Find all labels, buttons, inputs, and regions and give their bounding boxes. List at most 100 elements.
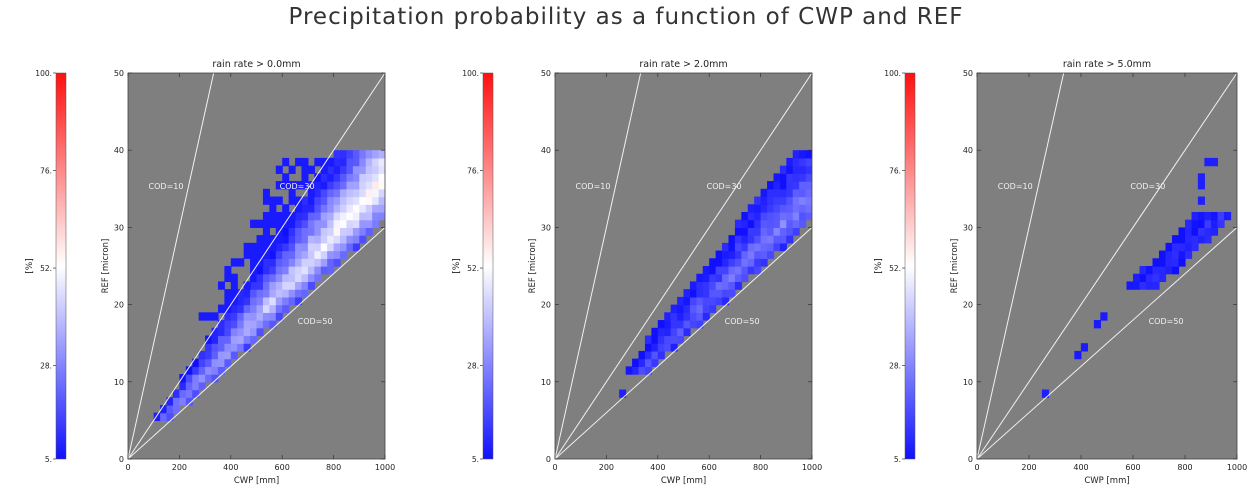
heatmap-cell xyxy=(250,312,258,321)
colorbar xyxy=(55,72,67,460)
heatmap-cell xyxy=(799,157,807,167)
heatmap-cell xyxy=(799,188,807,198)
heatmap-cell xyxy=(301,250,309,259)
heatmap-cell xyxy=(250,281,258,290)
heatmap-cell xyxy=(786,181,794,190)
cod-label: COD=10 xyxy=(998,182,1033,191)
y-tick-label: 40 xyxy=(541,146,551,155)
heatmap-cell xyxy=(269,219,277,228)
heatmap-cell xyxy=(307,227,315,236)
heatmap-cell xyxy=(282,242,290,252)
heatmap-cell xyxy=(282,173,290,182)
heatmap-cell xyxy=(250,273,258,283)
heatmap-cell xyxy=(352,173,360,182)
heatmap-cell xyxy=(333,188,341,198)
heatmap-cell xyxy=(1185,235,1193,244)
y-tick-label: 0 xyxy=(546,455,551,464)
y-tick-label: 40 xyxy=(963,146,973,155)
heatmap-cell xyxy=(651,343,659,352)
heatmap-cell xyxy=(702,296,710,306)
heatmap-cell xyxy=(702,281,710,290)
heatmap-cell xyxy=(365,150,373,159)
heatmap-cell xyxy=(378,211,385,221)
heatmap-cell xyxy=(307,181,315,190)
heatmap-cell xyxy=(1197,196,1205,205)
heatmap-cell xyxy=(728,250,736,259)
heatmap-cell xyxy=(754,196,762,205)
heatmap-cell xyxy=(314,227,322,236)
heatmap-cell xyxy=(767,219,775,228)
heatmap-cell xyxy=(314,211,322,221)
heatmap-cell xyxy=(230,320,238,329)
heatmap-cell xyxy=(786,227,794,236)
heatmap-cell xyxy=(307,204,315,213)
heatmap-cell xyxy=(696,273,704,283)
heatmap-cell xyxy=(288,196,296,205)
colorbar-tick-label: 52. xyxy=(889,264,901,273)
heatmap-cell xyxy=(722,258,730,267)
heatmap-cell xyxy=(722,250,730,259)
heatmap-cell xyxy=(250,327,258,337)
heatmap-cell xyxy=(1191,211,1199,221)
colorbar-tick-label: 100. xyxy=(35,69,52,78)
heatmap-cell xyxy=(269,312,277,321)
heatmap-cell xyxy=(346,235,354,244)
heatmap-cell xyxy=(250,289,258,298)
heatmap-cell xyxy=(1126,281,1134,290)
axes-frame xyxy=(554,72,813,460)
y-tick-label: 20 xyxy=(541,301,551,310)
heatmap-cell xyxy=(378,157,385,167)
heatmap-cell xyxy=(256,258,264,267)
y-axis-label: REF [micron] xyxy=(950,239,960,294)
heatmap-cell xyxy=(185,374,193,383)
heatmap-cell xyxy=(224,335,232,344)
heatmap-cell xyxy=(237,343,245,352)
heatmap-cell xyxy=(340,173,348,182)
heatmap-cell xyxy=(754,258,762,267)
heatmap-cell xyxy=(1178,250,1186,259)
heatmap-cell xyxy=(638,358,646,367)
heatmap-cell xyxy=(1172,266,1180,275)
heatmap-cell xyxy=(224,289,232,298)
heatmap-cell xyxy=(352,181,360,190)
heatmap-cell xyxy=(295,242,303,252)
heatmap-cell xyxy=(754,227,762,236)
heatmap-cell xyxy=(786,157,794,167)
heatmap-cell xyxy=(359,196,367,205)
heatmap-cell xyxy=(747,227,755,236)
heatmap-cell xyxy=(275,211,283,221)
cod-label: COD=30 xyxy=(280,182,315,191)
heatmap-cell xyxy=(307,235,315,244)
heatmap-cell xyxy=(282,273,290,283)
heatmap-cell xyxy=(314,157,322,167)
heatmap-cell xyxy=(288,250,296,259)
heatmap-cell xyxy=(282,204,290,213)
heatmap-cell xyxy=(243,312,251,321)
heatmap-cell xyxy=(1165,266,1173,275)
heatmap-cell xyxy=(1211,211,1219,221)
heatmap-cell xyxy=(767,211,775,221)
heatmap-cell xyxy=(262,196,270,205)
heatmap-cell xyxy=(760,211,768,221)
heatmap-cell xyxy=(760,219,768,228)
heatmap-cell xyxy=(346,196,354,205)
cod-line xyxy=(977,73,1237,459)
heatmap-cell xyxy=(250,258,258,267)
cod-label: COD=10 xyxy=(149,182,184,191)
heatmap-cell xyxy=(250,304,258,313)
heatmap-cell xyxy=(741,227,749,236)
heatmap-cell xyxy=(683,289,691,298)
heatmap-cell xyxy=(327,219,335,228)
heatmap-cell xyxy=(275,289,283,298)
heatmap-cell xyxy=(243,296,251,306)
heatmap-cell xyxy=(372,173,380,182)
heatmap-cell xyxy=(269,266,277,275)
heatmap-cell xyxy=(295,181,303,190)
heatmap-cell xyxy=(320,173,328,182)
heatmap-cell xyxy=(1041,389,1049,398)
heatmap-cell xyxy=(275,242,283,252)
heatmap-cell xyxy=(295,204,303,213)
heatmap-cell xyxy=(1185,250,1193,259)
heatmap-cell xyxy=(333,196,341,205)
heatmap-cell xyxy=(327,235,335,244)
